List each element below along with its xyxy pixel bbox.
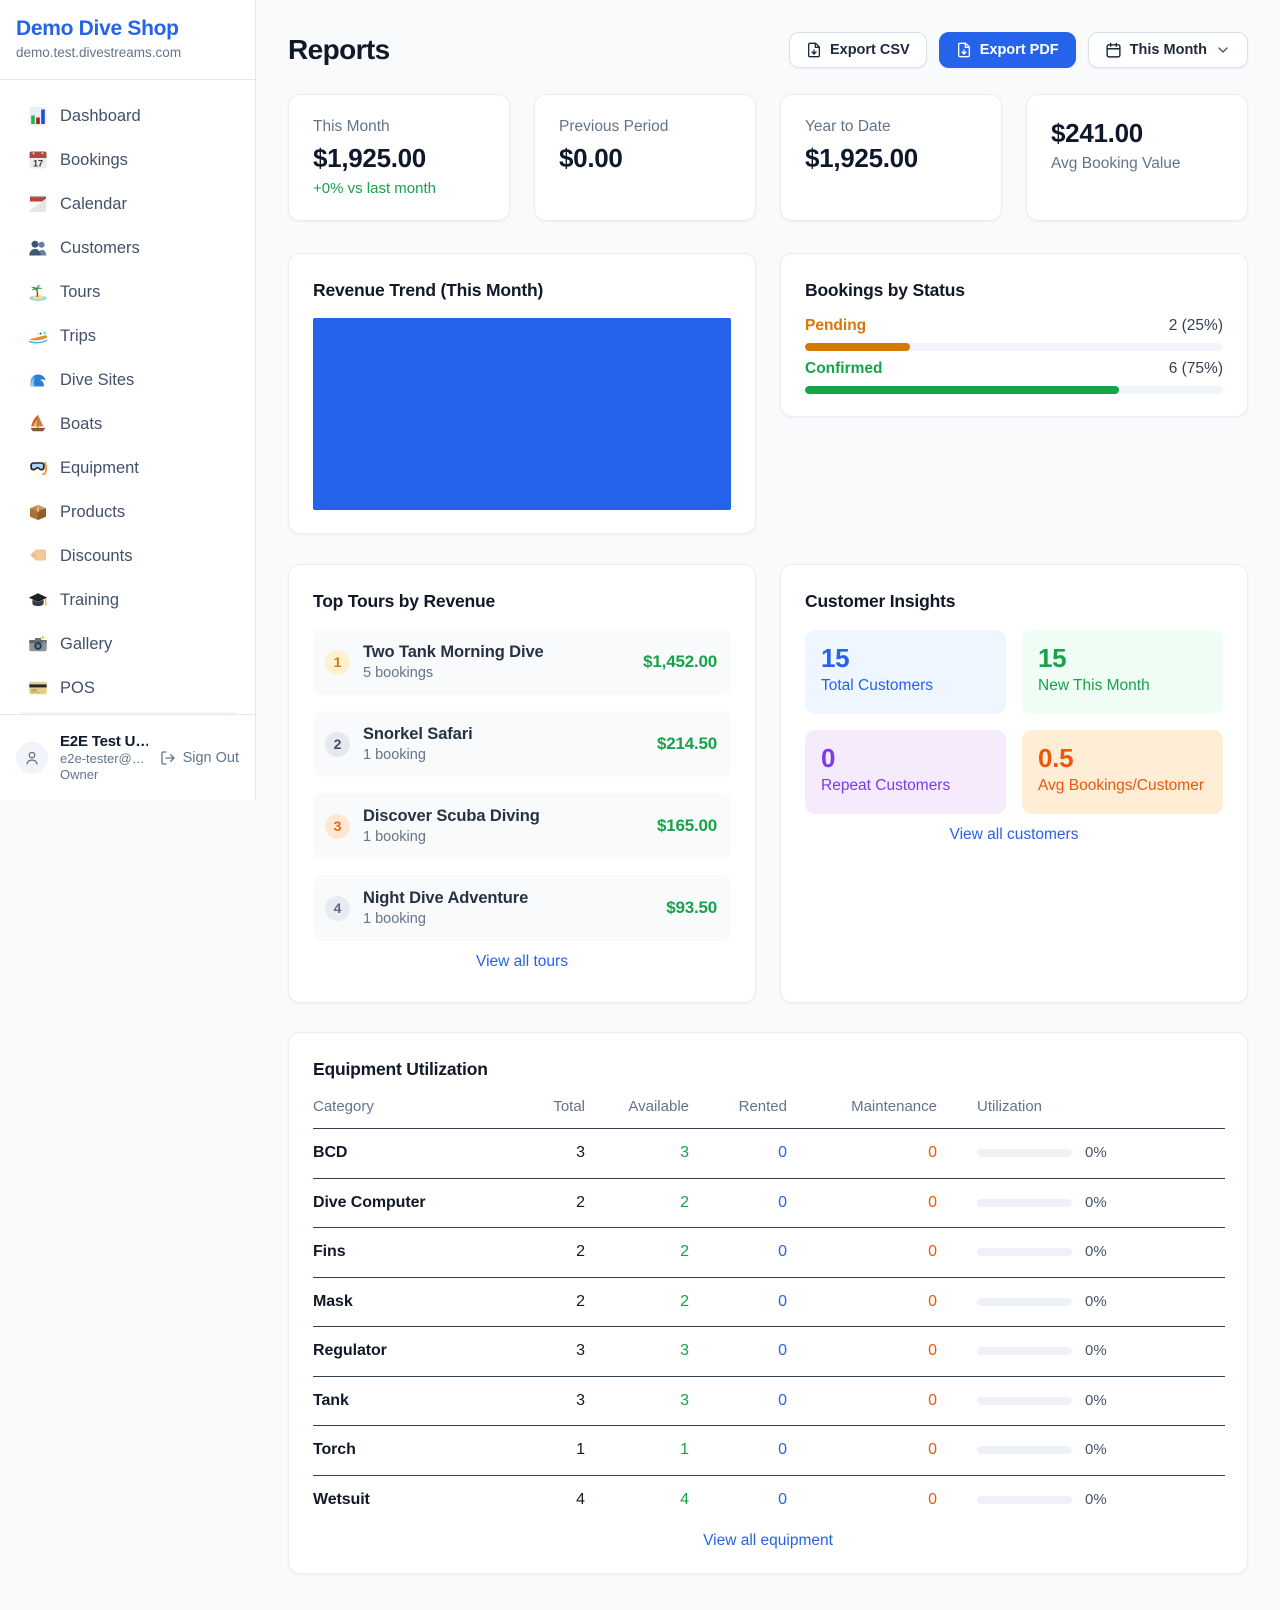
svg-text:17: 17 bbox=[33, 159, 43, 169]
